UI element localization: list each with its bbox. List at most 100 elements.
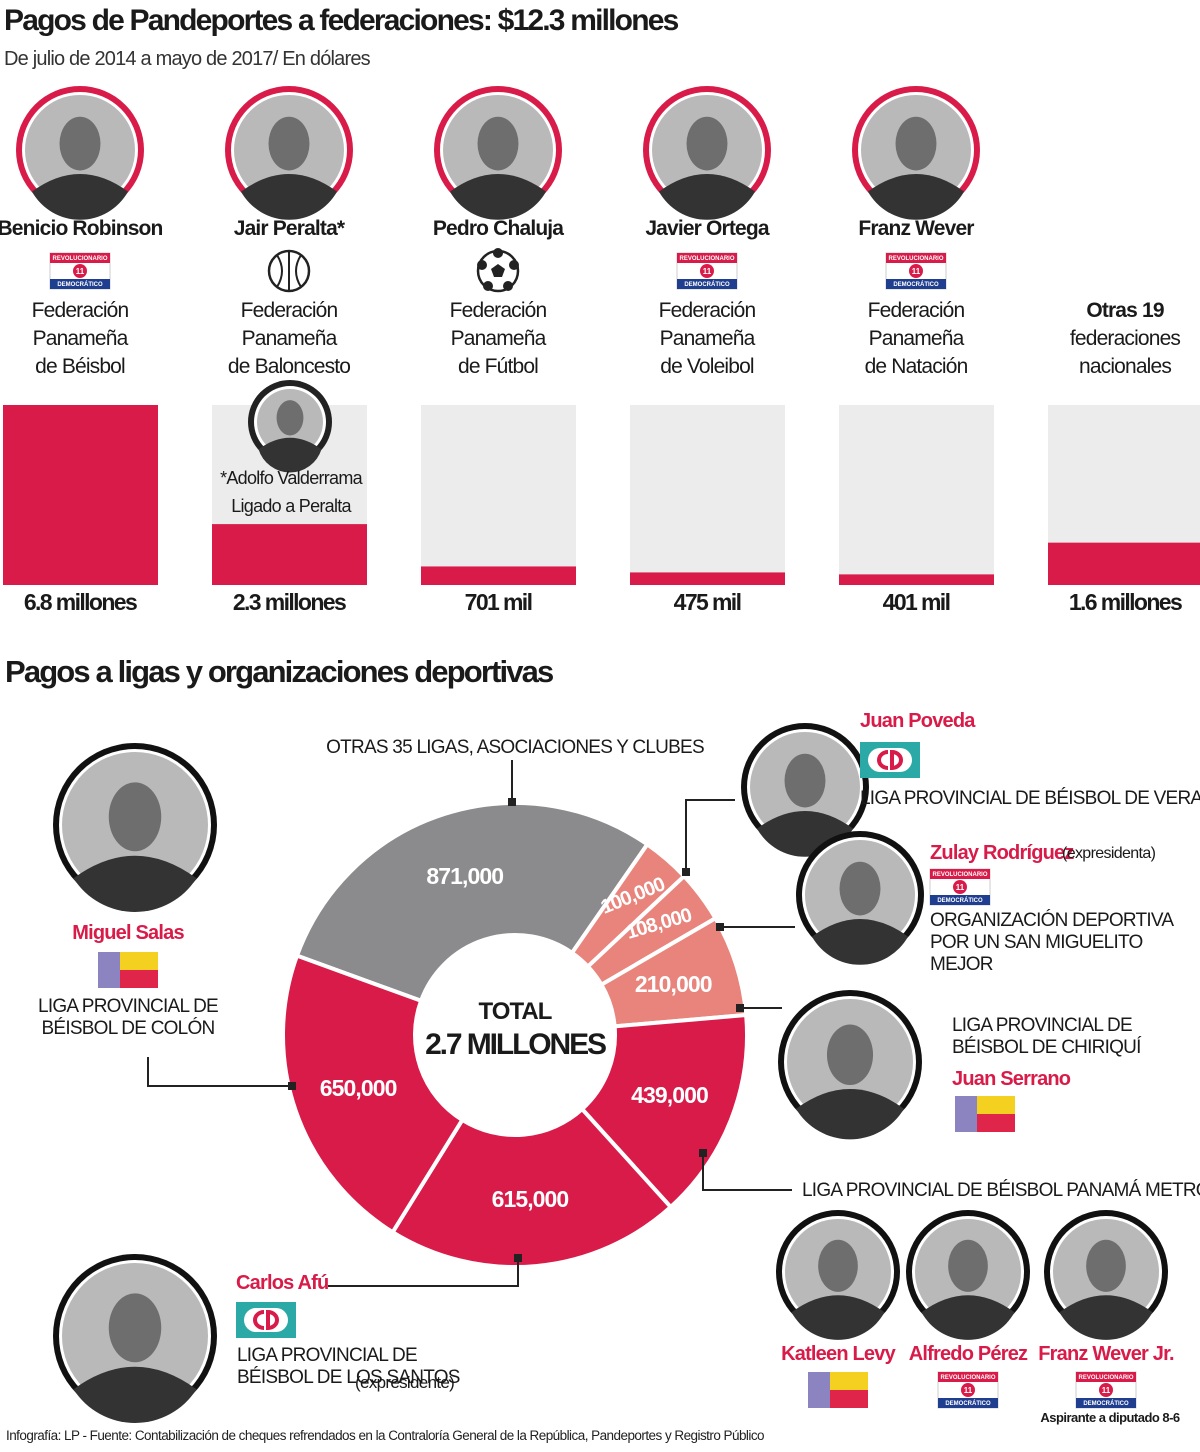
photo-shoulders	[1059, 1295, 1153, 1340]
party-logo-mark-bg	[961, 1383, 975, 1397]
category-label: LIGA PROVINCIAL DE BÉISBOL PANAMÁ METRO	[802, 1180, 1200, 1201]
photo-face	[108, 782, 162, 852]
photo-face	[839, 861, 881, 916]
federation-name: Federación	[240, 299, 339, 322]
person-name: Katleen Levy	[781, 1343, 896, 1365]
category-label: LIGA PROVINCIAL DE BÉISBOL DE VERAGUAS	[860, 788, 1200, 809]
photo-shoulders	[450, 174, 546, 220]
connector-end	[508, 798, 516, 806]
center-label: 2.7 MILLONES	[425, 1028, 607, 1061]
cd-logo-c	[253, 1310, 265, 1330]
connector	[685, 799, 735, 872]
chart-title: Pagos a ligas y organizaciones deportiva…	[5, 654, 554, 689]
party-logo-text: DEMOCRÁTICO	[893, 281, 939, 288]
photo-face	[895, 116, 937, 171]
photo-face	[784, 753, 826, 808]
party-logo-text: REVOLUCIONARIO	[52, 256, 107, 262]
person-note: (expresidenta)	[1062, 845, 1156, 862]
party-logo-text: REVOLUCIONARIO	[888, 256, 943, 262]
photo-face	[268, 116, 310, 171]
category-label: LIGA PROVINCIAL DE BÉISBOL DE CHIRIQUÍ	[952, 1015, 1141, 1058]
party-logo-top	[677, 253, 737, 263]
photo-face	[948, 1239, 988, 1292]
football-patch	[509, 260, 519, 270]
party-logo-text: REVOLUCIONARIO	[1078, 1375, 1133, 1381]
person-name: Alfredo Pérez	[908, 1343, 1028, 1365]
federation-name: Federación	[867, 299, 966, 322]
federation-name: de Béisbol	[35, 355, 126, 378]
value-label: 615,000	[491, 1186, 570, 1213]
person-name: Juan Poveda	[860, 710, 975, 732]
photo-shoulders	[659, 174, 755, 220]
party-logo-text: DEMOCRÁTICO	[1083, 1400, 1129, 1407]
federation-name: de Voleibol	[660, 355, 754, 378]
donut-slice	[389, 1106, 674, 1269]
photo-face	[818, 1239, 858, 1292]
photo-shoulders	[812, 919, 908, 965]
category-label: ORGANIZACIÓN DEPORTIVA POR UN SAN MIGUEL…	[930, 910, 1173, 975]
photo-shoulders	[868, 174, 964, 220]
photo-shoulders	[32, 174, 128, 220]
party-logo-bottom	[886, 279, 946, 289]
person-name: Benicio Robinson	[0, 217, 163, 240]
photo-face	[59, 116, 101, 171]
flag-red	[830, 1390, 868, 1408]
connector-end	[716, 923, 724, 931]
chart-subtitle: De julio de 2014 a mayo de 2017/ En dóla…	[4, 48, 371, 70]
bar-background	[839, 405, 994, 585]
party-logo-top	[1076, 1372, 1136, 1382]
value-label: 1.6 millones	[1068, 589, 1183, 615]
federation-name: Panameña	[868, 327, 965, 350]
football-patch	[503, 281, 513, 291]
party-logo-mark-bg	[953, 880, 967, 894]
federation-name: Panameña	[241, 327, 338, 350]
party-logo-bottom	[50, 279, 110, 289]
federation-name: nacionales	[1078, 355, 1172, 378]
photo-face	[477, 116, 519, 171]
category-label: LIGA PROVINCIAL DE BÉISBOL DE LOS SANTOS	[237, 1345, 460, 1388]
flag-yellow	[830, 1372, 868, 1390]
party-logo-mark: 11	[1102, 1386, 1111, 1395]
football-patch	[483, 281, 493, 291]
party-logo-bottom	[677, 279, 737, 289]
party-logo-mark: 11	[76, 267, 85, 276]
person-name: Carlos Afú	[236, 1272, 329, 1294]
cd-logo-c	[877, 750, 889, 770]
person-name: Zulay Rodríguez	[930, 842, 1074, 864]
connector	[328, 1258, 519, 1287]
flag-yellow	[120, 952, 158, 970]
photo-shoulders	[241, 174, 337, 220]
party-logo-mark-bg	[73, 264, 87, 278]
value-label: 401 mil	[882, 589, 951, 615]
party-logo-mark: 11	[956, 883, 965, 892]
party-logo-mark-bg	[1099, 1383, 1113, 1397]
cd-logo-d	[890, 749, 903, 771]
person-name: Miguel Salas	[72, 922, 184, 944]
federation-name: Panameña	[659, 327, 756, 350]
party-logo-text: REVOLUCIONARIO	[679, 256, 734, 262]
person-name: Franz Wever Jr.	[1038, 1343, 1174, 1365]
federation-name: Federación	[449, 299, 548, 322]
connector-end	[288, 1082, 296, 1090]
party-logo-bottom	[1076, 1398, 1136, 1408]
party-logo-top	[930, 869, 990, 879]
donut-slice	[294, 801, 651, 1004]
party-logo-top	[938, 1372, 998, 1382]
value-label: 6.8 millones	[23, 589, 138, 615]
federation-name: de Baloncesto	[227, 355, 351, 378]
connector	[702, 1153, 792, 1191]
value-label: 650,000	[319, 1075, 398, 1102]
photo-shoulders	[921, 1295, 1015, 1340]
flag-purple	[955, 1096, 977, 1132]
donut-slice	[579, 1012, 749, 1210]
federation-name: Panameña	[32, 327, 129, 350]
party-logo-bottom	[938, 1398, 998, 1408]
federation-name: de Natación	[864, 355, 969, 378]
footer: Infografía: LP - Fuente: Contabilización…	[6, 1428, 765, 1443]
person-note: (expresidente)	[355, 1373, 455, 1392]
person-name: Javier Ortega	[645, 217, 769, 240]
federation-name: Federación	[658, 299, 757, 322]
party-logo-mark: 11	[964, 1386, 973, 1395]
